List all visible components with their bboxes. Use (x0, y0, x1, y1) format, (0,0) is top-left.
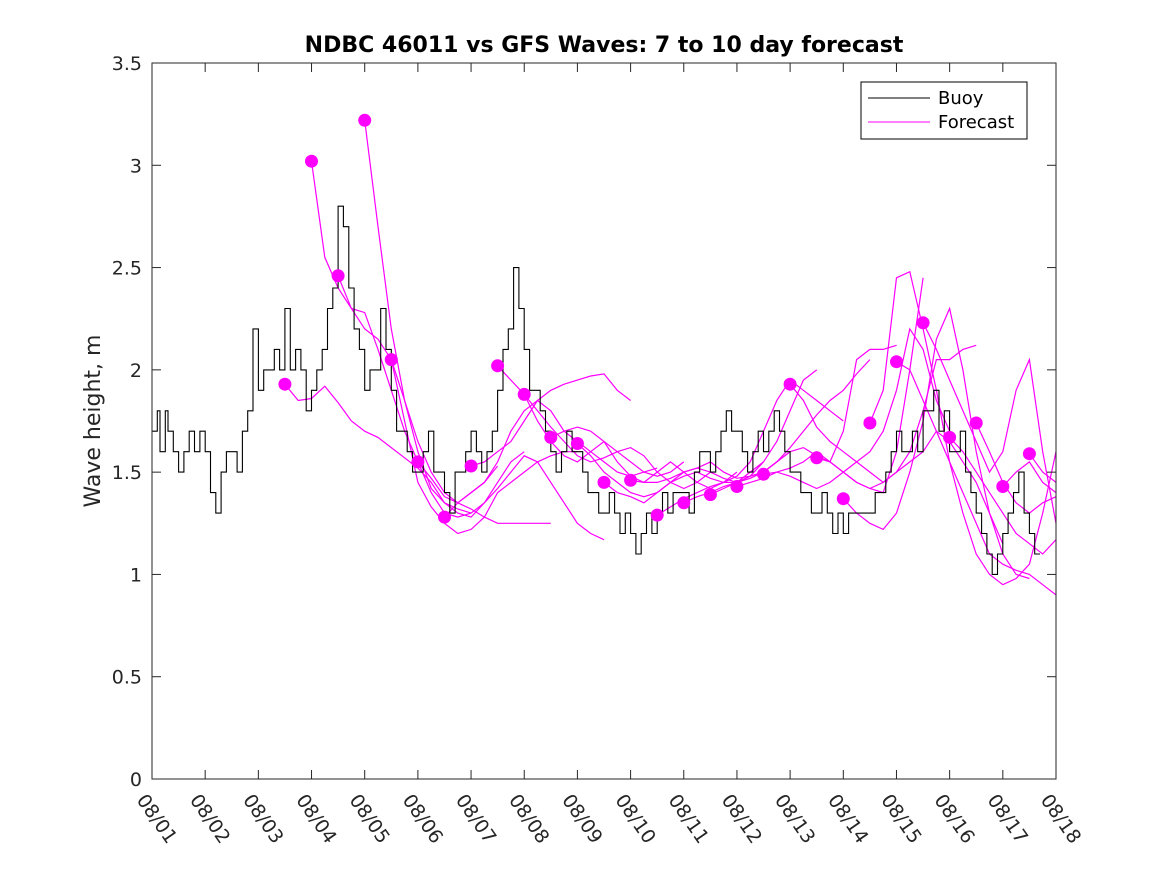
forecast-line-28 (1028, 453, 1057, 483)
x-tick-label-14: 08/15 (876, 790, 925, 847)
forecast-marker-9 (517, 387, 531, 401)
legend-buoy-label: Buoy (938, 88, 984, 109)
forecast-line-27 (1002, 461, 1057, 494)
forecast-marker-18 (757, 467, 770, 481)
x-tick-label-12: 08/13 (770, 790, 819, 847)
forecast-marker-10 (544, 430, 558, 444)
x-tick-label-7: 08/08 (504, 790, 553, 847)
buoy-line (152, 205, 1040, 575)
forecast-marker-25 (943, 430, 957, 444)
x-tick-label-11: 08/12 (717, 790, 766, 847)
forecast-marker-27 (996, 480, 1010, 493)
forecast-line-4 (390, 359, 578, 535)
forecast-line-10 (550, 426, 738, 490)
y-tick-label-4: 2 (130, 360, 142, 382)
x-tick-label-2: 08/03 (238, 790, 287, 847)
forecast-marker-8 (491, 359, 505, 373)
forecast-line-0 (284, 383, 472, 514)
forecast-marker-13 (624, 473, 638, 487)
forecast-line-2 (337, 275, 525, 518)
x-tick-label-9: 08/10 (611, 790, 660, 847)
x-tick-label-8: 08/09 (557, 790, 606, 847)
forecast-marker-2 (331, 269, 345, 283)
forecast-marker-15 (677, 496, 691, 510)
forecast-line-24 (922, 322, 1057, 524)
forecast-line-8 (497, 365, 685, 477)
axes: 00.511.522.533.508/01 08/02 08/03 08/04 08/0… (112, 53, 1086, 848)
x-tick-label-16: 08/17 (983, 790, 1032, 847)
chart-title: NDBC 46011 vs GFS Waves: 7 to 10 day for… (305, 33, 904, 58)
forecast-marker-4 (384, 353, 398, 367)
x-tick-label-1: 08/02 (185, 790, 234, 847)
forecast-marker-17 (730, 480, 744, 493)
forecast-line-23 (896, 361, 1057, 596)
forecast-line-14 (656, 379, 844, 516)
forecast-marker-22 (863, 416, 877, 430)
y-tick-label-0: 0 (130, 769, 142, 791)
plot-area (152, 113, 1057, 596)
forecast-marker-11 (570, 437, 584, 450)
y-tick-label-6: 3 (130, 155, 142, 177)
forecast-line-21 (842, 306, 1030, 580)
x-tick-label-4: 08/05 (345, 790, 394, 847)
forecast-line-20 (816, 430, 1004, 544)
x-tick-label-0: 08/01 (132, 790, 181, 847)
x-tick-label-15: 08/16 (930, 790, 979, 847)
forecast-line-26 (975, 422, 1057, 514)
forecast-marker-5 (411, 455, 425, 469)
y-tick-label-1: 0.5 (112, 667, 142, 689)
forecast-marker-6 (438, 510, 451, 524)
y-tick-label-5: 2.5 (112, 258, 142, 280)
forecast-marker-3 (358, 113, 372, 127)
x-tick-label-17: 08/18 (1036, 790, 1085, 847)
x-tick-label-3: 08/04 (291, 790, 340, 847)
forecast-marker-7 (464, 459, 478, 473)
forecast-line-15 (683, 359, 871, 504)
legend-forecast-label: Forecast (938, 112, 1014, 133)
y-axis-label: Wave height, m (81, 335, 106, 508)
forecast-line-9 (523, 394, 711, 490)
x-tick-label-13: 08/14 (823, 790, 872, 847)
forecast-line-25 (949, 436, 1057, 555)
forecast-marker-21 (836, 492, 850, 506)
forecast-line-7 (470, 399, 658, 477)
y-tick-label-7: 3.5 (112, 53, 142, 75)
x-tick-label-6: 08/07 (451, 790, 500, 847)
forecast-line-13 (630, 369, 818, 484)
forecast-marker-16 (703, 488, 717, 502)
forecast-marker-0 (278, 377, 292, 391)
forecast-line-6 (444, 373, 631, 518)
axes-box (151, 62, 1057, 780)
legend: Buoy Forecast (860, 81, 1028, 140)
forecast-marker-20 (810, 451, 824, 465)
forecast-marker-1 (305, 154, 318, 168)
x-tick-label-10: 08/11 (664, 790, 713, 847)
x-tick-label-5: 08/06 (398, 790, 447, 847)
forecast-marker-19 (783, 377, 797, 391)
forecast-line-22 (869, 270, 1057, 586)
forecast-marker-12 (597, 475, 611, 489)
forecast-marker-14 (650, 508, 664, 522)
legend-box (860, 81, 1028, 140)
y-tick-label-2: 1 (130, 564, 142, 586)
forecast-line-3 (364, 120, 551, 524)
forecast-marker-26 (969, 416, 983, 430)
forecast-marker-28 (1022, 447, 1036, 461)
forecast-marker-24 (916, 316, 930, 330)
y-tick-label-3: 1.5 (112, 462, 142, 484)
forecast-marker-23 (890, 355, 903, 369)
forecast-line-16 (710, 344, 897, 496)
